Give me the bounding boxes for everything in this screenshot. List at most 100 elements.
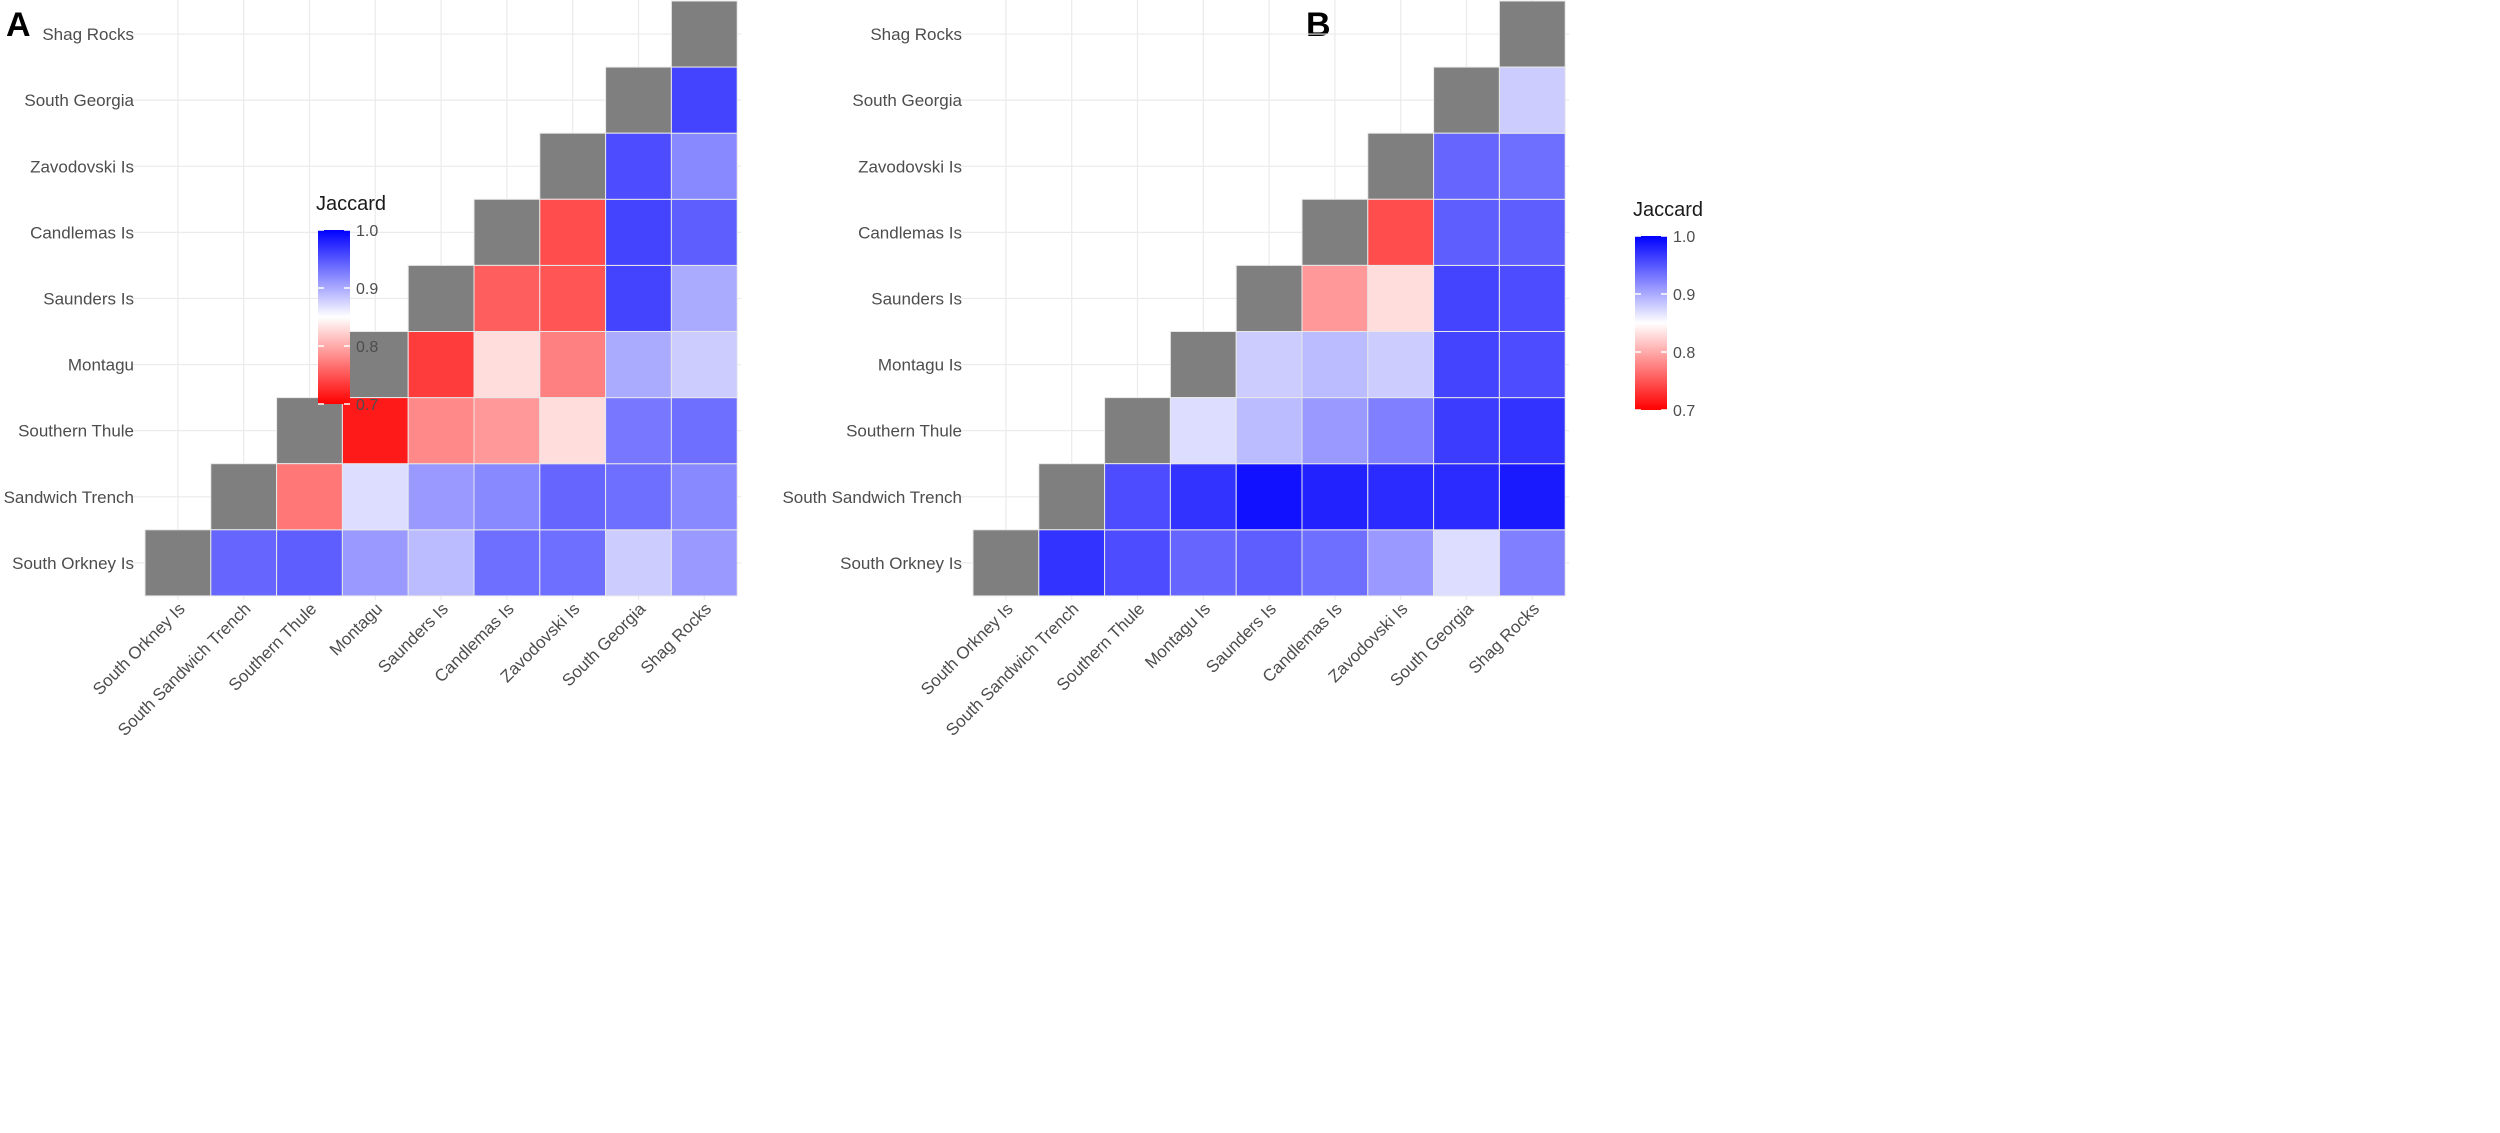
panel-b-tile-diagonal-zavodovski-is — [1367, 132, 1435, 200]
panel-a-tile-diagonal-shag-rocks — [670, 0, 738, 68]
panel-a-xlabel-south-sandwich-trench: South Sandwich Trench — [114, 599, 254, 739]
panel-a-tile-zavodovski-is-vs-south-sandwich-trench: Zavodovski Is / South Sandwich Trench: 0… — [539, 463, 607, 531]
panel-b-tile-diagonal-saunders-is — [1235, 264, 1303, 332]
panel-a-tile-zavodovski-is-vs-candlemas-is: Zavodovski Is / Candlemas Is: 0.745 — [539, 198, 607, 266]
panel-a-tile-diagonal-south-sandwich-trench — [210, 463, 278, 531]
panel-a-tile-diagonal-saunders-is — [407, 264, 475, 332]
panel-b-tile-candlemas-is-vs-montagu-is: Candlemas Is / Montagu Is: 0.89 — [1301, 331, 1369, 399]
panel-a-tile-shag-rocks-vs-south-sandwich-trench: Shag Rocks / South Sandwich Trench: 0.92 — [670, 463, 738, 531]
panel-b-legend: Jaccard 1.0 0.9 0.8 0.7 — [1633, 199, 1703, 420]
panel-b-tile-zavodovski-is-vs-saunders-is: Zavodovski Is / Saunders Is: 0.83 — [1367, 264, 1435, 332]
panel-b-tile-shag-rocks-vs-south-sandwich-trench: Shag Rocks / South Sandwich Trench: 0.98… — [1498, 463, 1566, 531]
panel-a-tile-diagonal-southern-thule — [276, 397, 343, 465]
panel-b-tile-zavodovski-is-vs-south-orkney-is: Zavodovski Is / South Orkney Is: 0.91 — [1367, 529, 1435, 597]
panel-b-ylabel-saunders-is: Saunders Is — [871, 289, 962, 308]
panel-a-ylabel-southern-thule: Southern Thule — [18, 422, 134, 441]
panel-b-ylabel-montagu-is: Montagu Is — [878, 356, 962, 375]
panel-a-tile-zavodovski-is-vs-south-orkney-is: Zavodovski Is / South Orkney Is: 0.935 — [539, 529, 607, 597]
panel-b-tile-shag-rocks-vs-candlemas-is: Shag Rocks / Candlemas Is: 0.945 — [1498, 198, 1566, 266]
panel-b-tile-saunders-is-vs-montagu-is: Saunders Is / Montagu Is: 0.88 — [1235, 331, 1303, 399]
panel-a-tile-south-georgia-vs-saunders-is: South Georgia / Saunders Is: 0.96 — [605, 264, 672, 332]
panel-b-tile-montagu-is-vs-south-orkney-is: Montagu Is / South Orkney Is: 0.94 — [1169, 529, 1237, 597]
panel-b-tile-south-georgia-vs-southern-thule: South Georgia / Southern Thule: 0.965 — [1433, 397, 1500, 465]
panel-a-tile-south-georgia-vs-zavodovski-is: South Georgia / Zavodovski Is: 0.955 — [605, 132, 672, 200]
panel-a-tile-shag-rocks-vs-candlemas-is: Shag Rocks / Candlemas Is: 0.945 — [670, 198, 738, 266]
panel-a-tile-south-georgia-vs-candlemas-is: South Georgia / Candlemas Is: 0.96 — [605, 198, 672, 266]
panel-b-tile-shag-rocks-vs-montagu-is: Shag Rocks / Montagu Is: 0.955 — [1498, 331, 1566, 399]
panel-b-tile-candlemas-is-vs-saunders-is: Candlemas Is / Saunders Is: 0.79 — [1301, 264, 1369, 332]
panel-b-tile-montagu-is-vs-southern-thule: Montagu Is / Southern Thule: 0.87 — [1169, 397, 1237, 465]
panel-a-tile-saunders-is-vs-montagu: Saunders Is / Montagu: 0.735 — [407, 331, 475, 399]
panel-b-ylabel-zavodovski-is: Zavodovski Is — [858, 157, 962, 176]
panel-a-ylabel-montagu: Montagu — [68, 356, 134, 375]
panel-a-ylabel-south-orkney-is: South Orkney Is — [12, 554, 134, 573]
panel-a-tile-montagu-vs-south-sandwich-trench: Montagu / South Sandwich Trench: 0.87 — [341, 463, 409, 531]
panel-b-tile-candlemas-is-vs-south-orkney-is: Candlemas Is / South Orkney Is: 0.935 — [1301, 529, 1369, 597]
panel-b-tile-south-georgia-vs-montagu-is: South Georgia / Montagu Is: 0.96 — [1433, 331, 1500, 399]
panel-a-legend-label-0-9: 0.9 — [356, 281, 378, 298]
panel-a-xlabel-montagu: Montagu — [326, 599, 386, 659]
panel-b-xlabel-south-sandwich-trench: South Sandwich Trench — [942, 599, 1082, 739]
panel-a-ylabel-candlemas-is: Candlemas Is — [30, 223, 134, 242]
panel-a-tile-diagonal-south-georgia — [605, 66, 672, 134]
panel-a-ylabel-shag-rocks: Shag Rocks — [42, 25, 134, 44]
panel-b-tile-candlemas-is-vs-southern-thule: Candlemas Is / Southern Thule: 0.91 — [1301, 397, 1369, 465]
panel-b-tile-shag-rocks-vs-south-georgia: Shag Rocks / South Georgia: 0.88 — [1498, 66, 1566, 134]
panel-a-tile-saunders-is-vs-south-orkney-is: Saunders Is / South Orkney Is: 0.89 — [407, 529, 475, 597]
panel-b-tile-south-georgia-vs-candlemas-is: South Georgia / Candlemas Is: 0.945 — [1433, 198, 1500, 266]
panel-a-legend-title: Jaccard — [316, 193, 386, 215]
panel-b-tile-diagonal-south-georgia — [1433, 66, 1500, 134]
panel-b-tile-diagonal-shag-rocks — [1498, 0, 1566, 68]
panel-a-tile-diagonal-south-orkney-is — [144, 529, 212, 597]
panel-b-legend-label-0-7: 0.7 — [1673, 403, 1695, 420]
panel-a-tile-south-sandwich-trench-vs-south-orkney-is: South Sandwich Trench / South Orkney Is:… — [210, 529, 278, 597]
panel-b-tile-shag-rocks-vs-zavodovski-is: Shag Rocks / Zavodovski Is: 0.935 — [1498, 132, 1566, 200]
panel-a-heatmap: A South Sandwich Trench / South Orkney I… — [0, 0, 742, 740]
panel-b-heatmap: B South Sandwich Trench / South Orkney I… — [782, 0, 1703, 740]
panel-b-ylabel-candlemas-is: Candlemas Is — [858, 223, 962, 242]
panel-b-tile-southern-thule-vs-south-orkney-is: Southern Thule / South Orkney Is: 0.955 — [1104, 529, 1171, 597]
panel-b-ylabel-south-orkney-is: South Orkney Is — [840, 554, 962, 573]
panel-a-tile-montagu-vs-south-orkney-is: Montagu / South Orkney Is: 0.91 — [341, 529, 409, 597]
panel-a-tile-south-georgia-vs-south-orkney-is: South Georgia / South Orkney Is: 0.88 — [605, 529, 672, 597]
panel-a-legend-colorbar — [318, 230, 350, 404]
panel-b-tile-zavodovski-is-vs-candlemas-is: Zavodovski Is / Candlemas Is: 0.745 — [1367, 198, 1435, 266]
panel-a-tile-south-georgia-vs-south-sandwich-trench: South Georgia / South Sandwich Trench: 0… — [605, 463, 672, 531]
panel-b-legend-title: Jaccard — [1633, 199, 1703, 221]
panel-a-tile-shag-rocks-vs-southern-thule: Shag Rocks / Southern Thule: 0.935 — [670, 397, 738, 465]
panel-a-tile-candlemas-is-vs-southern-thule: Candlemas Is / Southern Thule: 0.79 — [473, 397, 541, 465]
panel-a-tile-saunders-is-vs-southern-thule: Saunders Is / Southern Thule: 0.78 — [407, 397, 475, 465]
panel-b-tile-south-georgia-vs-zavodovski-is: South Georgia / Zavodovski Is: 0.94 — [1433, 132, 1500, 200]
panel-a-tile-diagonal-candlemas-is — [473, 198, 541, 266]
panel-a-tile-shag-rocks-vs-south-georgia: Shag Rocks / South Georgia: 0.96 — [670, 66, 738, 134]
panel-a-tile-southern-thule-vs-south-sandwich-trench: Southern Thule / South Sandwich Trench: … — [276, 463, 343, 531]
panel-b-tile-southern-thule-vs-south-sandwich-trench: Southern Thule / South Sandwich Trench: … — [1104, 463, 1171, 531]
panel-a-tile-shag-rocks-vs-zavodovski-is: Shag Rocks / Zavodovski Is: 0.92 — [670, 132, 738, 200]
panel-a-tile-diagonal-montagu — [341, 331, 409, 399]
panel-b-tile-diagonal-candlemas-is — [1301, 198, 1369, 266]
panel-a-letter: A — [6, 6, 31, 44]
panel-a-tile-zavodovski-is-vs-southern-thule: Zavodovski Is / Southern Thule: 0.83 — [539, 397, 607, 465]
panel-b-ylabel-shag-rocks: Shag Rocks — [870, 25, 962, 44]
panel-b-tile-saunders-is-vs-south-orkney-is: Saunders Is / South Orkney Is: 0.945 — [1235, 529, 1303, 597]
panel-a-legend-label-1-0: 1.0 — [356, 223, 378, 240]
panel-a-tile-candlemas-is-vs-montagu: Candlemas Is / Montagu: 0.83 — [473, 331, 541, 399]
panel-b-tile-shag-rocks-vs-saunders-is: Shag Rocks / Saunders Is: 0.955 — [1498, 264, 1566, 332]
panel-a-legend-label-0-7: 0.7 — [356, 397, 378, 414]
panel-b-ylabel-south-sandwich-trench: South Sandwich Trench — [782, 488, 962, 507]
panel-b-ylabel-south-georgia: South Georgia — [852, 91, 962, 110]
panel-a-tile-shag-rocks-vs-montagu: Shag Rocks / Montagu: 0.88 — [670, 331, 738, 399]
panel-b-tile-montagu-is-vs-south-sandwich-trench: Montagu Is / South Sandwich Trench: 0.97 — [1169, 463, 1237, 531]
panel-a-tile-zavodovski-is-vs-saunders-is: Zavodovski Is / Saunders Is: 0.75 — [539, 264, 607, 332]
panel-a-ylabel-south-georgia: South Georgia — [24, 91, 134, 110]
panel-a-legend-label-0-8: 0.8 — [356, 339, 378, 356]
panel-a-tile-zavodovski-is-vs-montagu: Zavodovski Is / Montagu: 0.775 — [539, 331, 607, 399]
panel-b-tile-diagonal-montagu-is — [1169, 331, 1237, 399]
panel-b-tile-south-georgia-vs-south-orkney-is: South Georgia / South Orkney Is: 0.87 — [1433, 529, 1500, 597]
panel-a-tile-candlemas-is-vs-south-orkney-is: Candlemas Is / South Orkney Is: 0.935 — [473, 529, 541, 597]
panel-b-tile-diagonal-southern-thule — [1104, 397, 1171, 465]
panel-a-tile-candlemas-is-vs-south-sandwich-trench: Candlemas Is / South Sandwich Trench: 0.… — [473, 463, 541, 531]
panel-b-legend-label-0-9: 0.9 — [1673, 287, 1695, 304]
panel-b-tile-diagonal-south-orkney-is — [972, 529, 1040, 597]
